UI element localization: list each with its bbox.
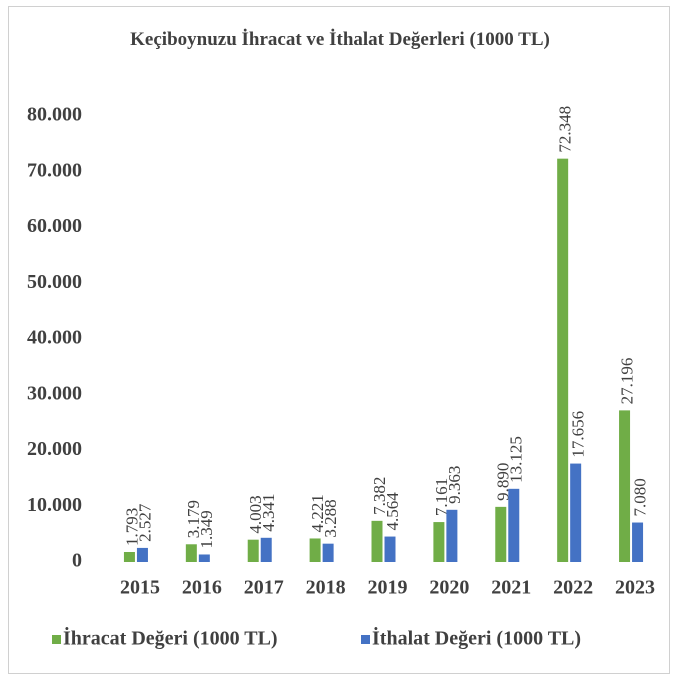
y-tick-label: 60.000: [27, 215, 82, 237]
y-tick-label: 30.000: [27, 382, 82, 404]
bar: [322, 543, 334, 562]
bar: [123, 552, 135, 562]
value-label: 9.890: [494, 463, 513, 501]
bar: [446, 509, 458, 562]
bar: [371, 520, 383, 562]
bar: [198, 554, 210, 562]
bar: [247, 539, 259, 562]
x-tick-label: 2015: [120, 577, 160, 599]
bar: [384, 536, 396, 562]
value-label: 4.221: [308, 494, 327, 532]
value-label: 4.003: [246, 495, 265, 533]
value-label: 72.348: [556, 106, 575, 153]
chart-frame: [8, 6, 670, 674]
bar: [309, 538, 321, 562]
legend-label: İhracat Değeri (1000 TL): [63, 626, 278, 650]
x-tick-label: 2021: [491, 577, 531, 599]
value-label: 27.196: [617, 358, 636, 405]
x-tick-label: 2017: [244, 577, 284, 599]
value-label: 7.161: [432, 478, 451, 516]
value-label: 3.179: [184, 500, 203, 538]
y-tick-label: 40.000: [27, 327, 82, 349]
x-tick-label: 2020: [429, 577, 469, 599]
chart-title: Keçiboynuzu İhracat ve İthalat Değerleri…: [130, 29, 550, 50]
bar: [433, 522, 445, 562]
bar: [508, 488, 520, 562]
bar: [632, 522, 644, 562]
y-tick-label: 20.000: [27, 438, 82, 460]
x-tick-label: 2018: [306, 577, 346, 599]
x-tick-label: 2022: [553, 577, 593, 599]
bar: [136, 547, 148, 562]
y-tick-label: 10.000: [27, 494, 82, 516]
y-tick-label: 50.000: [27, 271, 82, 293]
value-label: 3.288: [321, 499, 340, 537]
value-label: 4.341: [259, 494, 278, 532]
value-label: 13.125: [507, 436, 526, 483]
y-tick-label: 0: [72, 550, 82, 572]
legend-swatch: [361, 635, 370, 644]
value-label: 4.564: [383, 492, 402, 531]
value-label: 17.656: [569, 411, 588, 458]
value-label: 7.080: [630, 478, 649, 516]
value-label: 1.793: [122, 508, 141, 546]
value-label: 1.349: [197, 510, 216, 548]
y-tick-label: 80.000: [27, 104, 82, 126]
legend-label: İthalat Değeri (1000 TL): [372, 626, 581, 650]
bar: [260, 537, 272, 562]
value-label: 2.527: [135, 503, 154, 542]
value-label: 9.363: [445, 466, 464, 504]
x-tick-label: 2023: [615, 577, 655, 599]
value-label: 7.382: [370, 477, 389, 515]
bar: [495, 506, 507, 562]
legend-swatch: [52, 635, 61, 644]
x-tick-label: 2019: [368, 577, 408, 599]
bar: [570, 463, 582, 562]
y-tick-label: 70.000: [27, 159, 82, 181]
x-tick-label: 2016: [182, 577, 222, 599]
bar: [557, 158, 569, 562]
bar: [619, 410, 631, 562]
bar: [185, 544, 197, 562]
